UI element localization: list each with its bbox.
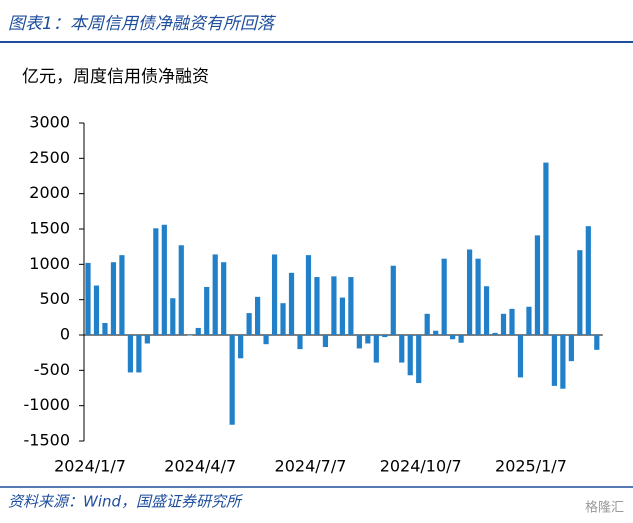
watermark: 格隆汇 bbox=[585, 500, 624, 516]
y-tick-label: -500 bbox=[34, 360, 70, 379]
bar bbox=[382, 335, 388, 338]
bar bbox=[339, 297, 345, 335]
y-tick-label: 1500 bbox=[29, 219, 70, 238]
bar bbox=[255, 296, 261, 335]
x-tick-label: 2024/7/7 bbox=[275, 457, 347, 476]
bar bbox=[467, 249, 473, 335]
bar bbox=[195, 327, 201, 335]
bar bbox=[441, 258, 447, 335]
bar bbox=[314, 277, 320, 335]
bar bbox=[416, 335, 422, 384]
bar bbox=[178, 245, 184, 335]
bar bbox=[144, 335, 150, 344]
bar bbox=[161, 224, 167, 335]
bar bbox=[153, 228, 159, 335]
bar bbox=[204, 286, 210, 335]
bar bbox=[551, 335, 557, 386]
bar bbox=[585, 226, 591, 335]
bar bbox=[577, 250, 583, 335]
x-tick-label: 2024/4/7 bbox=[164, 457, 236, 476]
x-tick-label: 2024/1/7 bbox=[54, 457, 126, 476]
bar bbox=[271, 254, 278, 335]
bar bbox=[170, 298, 176, 335]
bar bbox=[187, 335, 193, 336]
bar bbox=[365, 335, 371, 344]
bar bbox=[229, 335, 235, 425]
bar bbox=[475, 258, 481, 335]
bar bbox=[458, 335, 464, 343]
bar bbox=[424, 313, 430, 335]
bar bbox=[263, 335, 269, 345]
y-tick-label: -1000 bbox=[24, 395, 71, 414]
bar bbox=[348, 277, 354, 335]
bar bbox=[500, 313, 507, 335]
y-tick-label: 1000 bbox=[29, 254, 70, 273]
bar bbox=[246, 313, 252, 335]
bar bbox=[297, 335, 303, 350]
bar bbox=[356, 335, 362, 349]
y-axis-label: 亿元，周度信用债净融资 bbox=[22, 67, 209, 87]
y-tick-label: -1500 bbox=[24, 431, 71, 450]
bar bbox=[238, 335, 244, 359]
bar bbox=[492, 332, 498, 335]
bar bbox=[543, 162, 549, 335]
bar bbox=[127, 335, 133, 373]
bar bbox=[119, 255, 125, 335]
y-tick-label: 3000 bbox=[29, 113, 70, 132]
x-tick-label: 2024/10/7 bbox=[380, 457, 462, 476]
bar bbox=[534, 235, 541, 335]
bar bbox=[433, 330, 439, 335]
bar bbox=[102, 322, 108, 335]
source: 资料来源：Wind，国盛证券研究所 bbox=[8, 493, 243, 511]
bar bbox=[110, 262, 117, 335]
y-tick-label: 0 bbox=[60, 325, 70, 344]
bar bbox=[399, 335, 405, 363]
y-tick-label: 2500 bbox=[29, 148, 70, 167]
bar bbox=[450, 335, 456, 340]
bar bbox=[305, 255, 312, 335]
bar bbox=[331, 276, 337, 335]
bar bbox=[390, 265, 396, 335]
bar bbox=[483, 286, 490, 335]
bar bbox=[280, 303, 286, 335]
bar bbox=[526, 306, 532, 335]
bar bbox=[407, 335, 413, 376]
y-tick-label: 2000 bbox=[29, 183, 70, 202]
bar bbox=[212, 254, 218, 335]
bar bbox=[517, 335, 524, 378]
chart-title: 图表1：本周信用债净融资有所回落 bbox=[8, 14, 277, 34]
bar bbox=[568, 335, 574, 362]
bar bbox=[322, 335, 329, 348]
bar bbox=[136, 335, 142, 373]
bar bbox=[594, 335, 600, 350]
bar bbox=[509, 308, 515, 335]
y-tick-label: 500 bbox=[39, 289, 70, 308]
bar bbox=[93, 285, 100, 335]
x-tick-label: 2025/1/7 bbox=[495, 457, 567, 476]
bar bbox=[85, 262, 91, 335]
bar bbox=[221, 262, 227, 335]
bar bbox=[560, 335, 566, 389]
bar bbox=[288, 272, 295, 335]
bar bbox=[373, 335, 379, 363]
